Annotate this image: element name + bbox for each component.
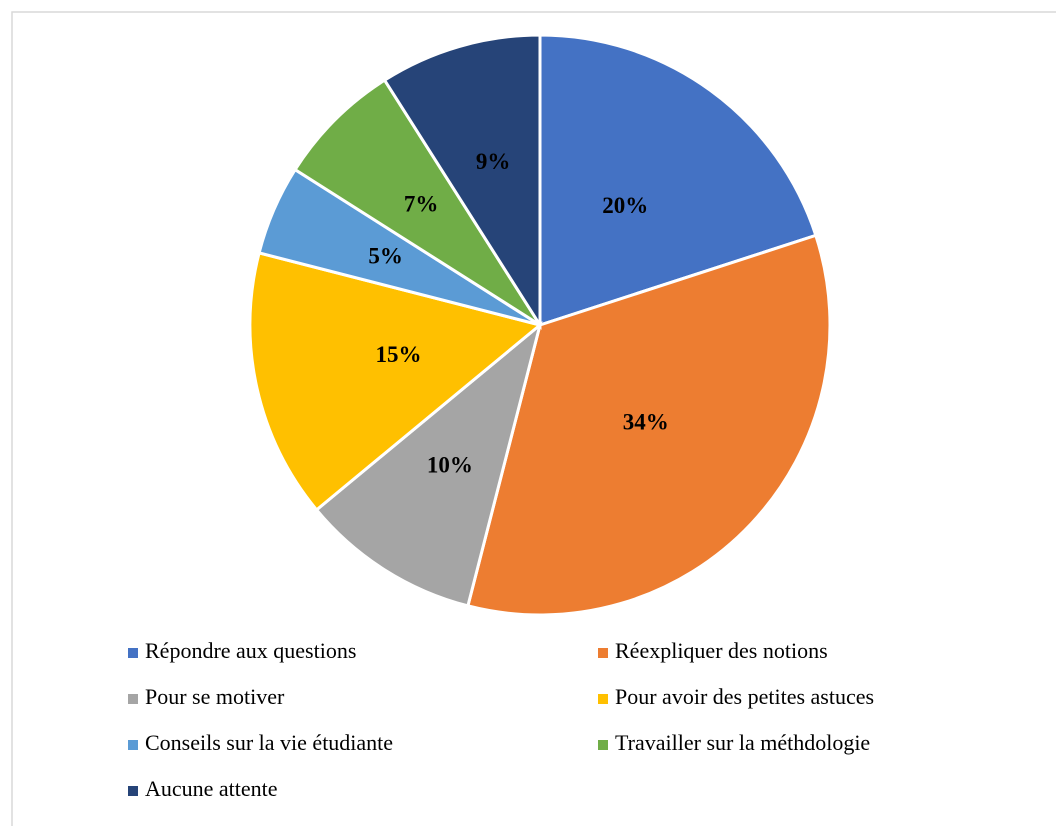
- legend-label: Réexpliquer des notions: [615, 638, 828, 663]
- data-label: 15%: [375, 342, 421, 367]
- data-label: 34%: [623, 410, 669, 435]
- legend-swatch: [128, 648, 138, 658]
- pie: 20% 34% 10% 15% 5% 7% 9%: [248, 33, 832, 617]
- data-label: 5%: [368, 243, 403, 268]
- data-label: 9%: [476, 149, 511, 174]
- legend-swatch: [598, 694, 608, 704]
- legend-label: Pour se motiver: [145, 684, 285, 709]
- legend: Répondre aux questions Réexpliquer des no…: [128, 638, 874, 801]
- legend-label: Conseils sur la vie étudiante: [145, 730, 393, 755]
- legend-label: Pour avoir des petites astuces: [615, 684, 874, 709]
- pie-slice: [293, 78, 542, 327]
- data-label: 10%: [427, 452, 473, 477]
- legend-swatch: [128, 694, 138, 704]
- pie-slice: [382, 33, 542, 331]
- legend-label: Travailler sur la méthdologie: [615, 730, 870, 755]
- legend-label: Aucune attente: [145, 776, 278, 801]
- pie-slice: [538, 33, 818, 328]
- pie-slice: [314, 320, 543, 608]
- legend-label: Répondre aux questions: [145, 638, 356, 663]
- legend-swatch: [128, 740, 138, 750]
- data-label: 20%: [602, 193, 648, 218]
- legend-swatch: [128, 786, 138, 796]
- pie-slice: [466, 233, 832, 617]
- legend-swatch: [598, 740, 608, 750]
- pie-slice: [248, 251, 544, 512]
- legend-swatch: [598, 648, 608, 658]
- data-label: 7%: [404, 191, 439, 216]
